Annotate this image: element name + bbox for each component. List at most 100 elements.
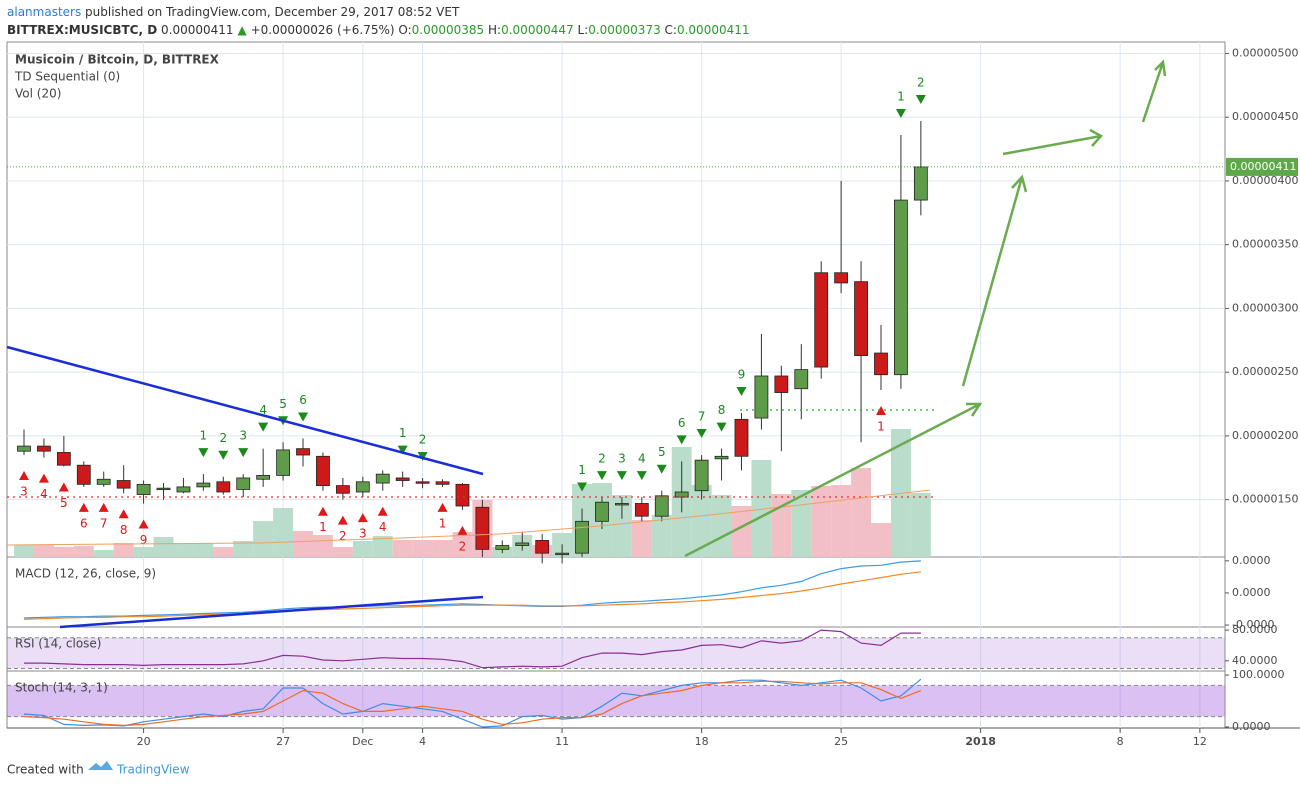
volume-bar: [173, 544, 194, 557]
h-value: 0.00000447: [501, 23, 574, 37]
candle-body: [734, 418, 749, 457]
candle-body: [335, 485, 350, 494]
x-tick-label: 25: [834, 735, 848, 748]
c-value: 0.00000411: [677, 23, 750, 37]
candle-body: [654, 495, 669, 517]
volume-bar: [113, 543, 134, 557]
plot: 20 27 Dec 4 11 18 25 2018 8 120.000005000.0000045…: [7, 46, 1298, 748]
volume-bar: [392, 540, 413, 557]
td-sell-count: 4: [638, 452, 646, 466]
td-sell-arrow: [417, 451, 428, 461]
td-sell-arrow: [577, 482, 588, 492]
price: 0.00000411: [161, 23, 234, 37]
td-buy-count: 4: [40, 487, 48, 501]
indicator-line: [23, 571, 921, 620]
l-label: L:: [577, 23, 588, 37]
td-sell-count: 9: [738, 367, 746, 381]
td-buy-count: 3: [359, 527, 367, 541]
candle-body: [834, 272, 849, 284]
candle-body: [475, 506, 490, 550]
x-tick-label: 18: [695, 735, 709, 748]
candle-body: [256, 475, 271, 480]
legend-entry: Musicoin / Bitcoin, D, BITTREX: [15, 53, 220, 67]
x-tick-label: 20: [137, 735, 151, 748]
y-tick-label: 0.00000300: [1232, 301, 1298, 314]
volume-bar: [791, 490, 812, 557]
y-tick-label: 40.0000: [1232, 654, 1278, 667]
x-tick-label: 11: [555, 735, 569, 748]
volume-bar: [412, 540, 433, 557]
o-label: O:: [398, 23, 411, 37]
volume-bar: [751, 460, 772, 557]
td-sell-count: 3: [239, 429, 247, 443]
volume-bar: [711, 495, 732, 557]
td-buy-count: 2: [339, 529, 347, 543]
td-sell-arrow: [736, 386, 747, 396]
td-buy-count: 3: [20, 485, 28, 499]
td-buy-count: 1: [439, 516, 447, 530]
td-sell-arrow: [258, 422, 269, 432]
candle-body: [754, 375, 769, 419]
h-label: H:: [488, 23, 501, 37]
y-tick-label: 0.00000250: [1232, 365, 1298, 378]
y-tick-label: 0.00000150: [1232, 493, 1298, 506]
published: published on TradingView.com, December 2…: [85, 5, 460, 19]
candle-body: [276, 449, 290, 476]
y-tick-label: -0.0000: [1232, 618, 1274, 631]
td-buy-arrow: [357, 513, 368, 523]
volume-bar: [452, 532, 473, 557]
candle-body: [894, 199, 908, 376]
y-tick-label: 100.0000: [1232, 668, 1285, 681]
td-sell-arrow: [198, 448, 209, 458]
candle-body: [455, 483, 470, 507]
candle-body: [355, 481, 370, 493]
td-sell-count: 4: [259, 403, 267, 417]
volume-bar: [731, 506, 752, 557]
candle-body: [136, 483, 151, 495]
candle-body: [17, 445, 31, 452]
change: +0.00000026 (+6.75%): [251, 23, 395, 37]
y-tick-label: 0.0000: [1232, 586, 1271, 599]
candle-body: [395, 477, 410, 481]
candle-body: [76, 464, 91, 485]
td-buy-count: 1: [319, 520, 327, 534]
td-buy-count: 5: [60, 496, 68, 510]
candle-body: [116, 480, 131, 489]
y-tick-label: 0.00000450: [1232, 110, 1298, 123]
td-buy-count: 1: [877, 420, 885, 434]
td-sell-count: 6: [299, 393, 307, 407]
y-tick-label: 0.00000500: [1232, 46, 1298, 59]
td-buy-count: 8: [120, 523, 128, 537]
td-buy-arrow: [138, 519, 149, 529]
td-sell-count: 5: [658, 445, 666, 459]
td-sell-count: 2: [419, 432, 427, 446]
footer-brand[interactable]: TradingView: [116, 763, 190, 777]
y-tick-label: 0.00000400: [1232, 174, 1298, 187]
td-sell-count: 1: [399, 426, 407, 440]
td-buy-count: 7: [100, 516, 108, 530]
td-sell-count: 6: [678, 416, 686, 430]
td-buy-count: 4: [379, 520, 387, 534]
author[interactable]: alanmasters: [7, 5, 81, 19]
candle-body: [555, 552, 570, 556]
x-tick-label: 8: [1117, 735, 1124, 748]
x-tick-label: 2018: [965, 735, 996, 748]
volume-bar: [14, 545, 34, 557]
symbol: BITTREX:MUSICBTC, D: [7, 23, 157, 37]
td-sell-count: 1: [578, 463, 586, 477]
td-buy-arrow: [377, 506, 388, 516]
y-tick-label: 0.00000200: [1232, 429, 1298, 442]
td-buy-count: 9: [140, 533, 148, 547]
td-sell-arrow: [915, 95, 926, 105]
candle-body: [854, 281, 868, 356]
macd-trend-line: [59, 595, 484, 629]
pane-title: MACD (12, 26, close, 9): [15, 567, 156, 581]
y-tick-label: 0.0000: [1232, 554, 1271, 567]
td-buy-arrow: [875, 406, 886, 416]
td-buy-arrow: [317, 506, 328, 516]
indicator-line: [24, 629, 921, 669]
legend-entry: Vol (20): [15, 87, 61, 101]
td-sell-arrow: [676, 435, 687, 445]
candle-body: [634, 503, 649, 517]
